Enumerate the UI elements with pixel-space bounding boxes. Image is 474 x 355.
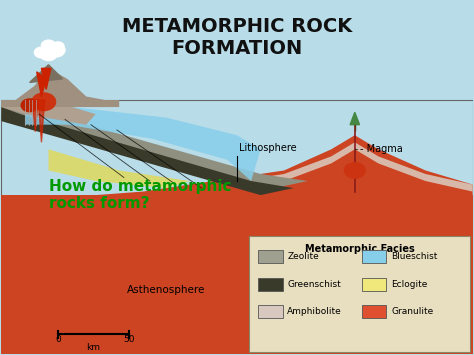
Polygon shape bbox=[1, 100, 308, 188]
FancyBboxPatch shape bbox=[258, 250, 283, 263]
Text: 50: 50 bbox=[123, 335, 134, 344]
Text: Zeolite: Zeolite bbox=[287, 252, 319, 261]
FancyBboxPatch shape bbox=[249, 236, 470, 352]
Polygon shape bbox=[36, 72, 46, 97]
Circle shape bbox=[46, 43, 65, 57]
Text: METAMORPHIC ROCK
FORMATION: METAMORPHIC ROCK FORMATION bbox=[122, 17, 352, 58]
Text: - Magma: - Magma bbox=[359, 144, 402, 154]
FancyBboxPatch shape bbox=[362, 250, 386, 263]
Text: Eclogite: Eclogite bbox=[391, 280, 428, 289]
Polygon shape bbox=[32, 100, 38, 132]
Polygon shape bbox=[1, 68, 119, 107]
Circle shape bbox=[32, 93, 55, 110]
Text: 0: 0 bbox=[55, 335, 61, 344]
Circle shape bbox=[40, 48, 57, 61]
Polygon shape bbox=[1, 107, 293, 195]
Text: Granulite: Granulite bbox=[391, 307, 433, 316]
Text: Lithosphere: Lithosphere bbox=[239, 143, 297, 153]
Polygon shape bbox=[1, 195, 473, 354]
Polygon shape bbox=[350, 112, 359, 125]
Circle shape bbox=[41, 40, 55, 51]
Text: Amphibolite: Amphibolite bbox=[287, 307, 342, 316]
FancyBboxPatch shape bbox=[362, 278, 386, 291]
Polygon shape bbox=[25, 107, 261, 181]
FancyBboxPatch shape bbox=[258, 305, 283, 318]
Polygon shape bbox=[261, 142, 473, 192]
Text: How do metamorphic
rocks form?: How do metamorphic rocks form? bbox=[48, 179, 231, 211]
FancyBboxPatch shape bbox=[362, 305, 386, 318]
Text: Blueschist: Blueschist bbox=[391, 252, 438, 261]
Polygon shape bbox=[41, 68, 51, 89]
Polygon shape bbox=[1, 135, 473, 354]
Bar bbox=[1, 100, 473, 354]
Text: Metamorphic Facies: Metamorphic Facies bbox=[305, 244, 414, 254]
Polygon shape bbox=[38, 100, 45, 142]
Text: Greenschist: Greenschist bbox=[287, 280, 341, 289]
Circle shape bbox=[52, 42, 64, 51]
Circle shape bbox=[21, 99, 38, 111]
Polygon shape bbox=[1, 100, 96, 125]
Polygon shape bbox=[30, 65, 63, 82]
Circle shape bbox=[35, 47, 48, 58]
FancyBboxPatch shape bbox=[258, 278, 283, 291]
Text: km: km bbox=[86, 343, 100, 352]
Polygon shape bbox=[48, 149, 190, 188]
Circle shape bbox=[345, 163, 365, 178]
Text: Asthenosphere: Asthenosphere bbox=[127, 285, 206, 295]
